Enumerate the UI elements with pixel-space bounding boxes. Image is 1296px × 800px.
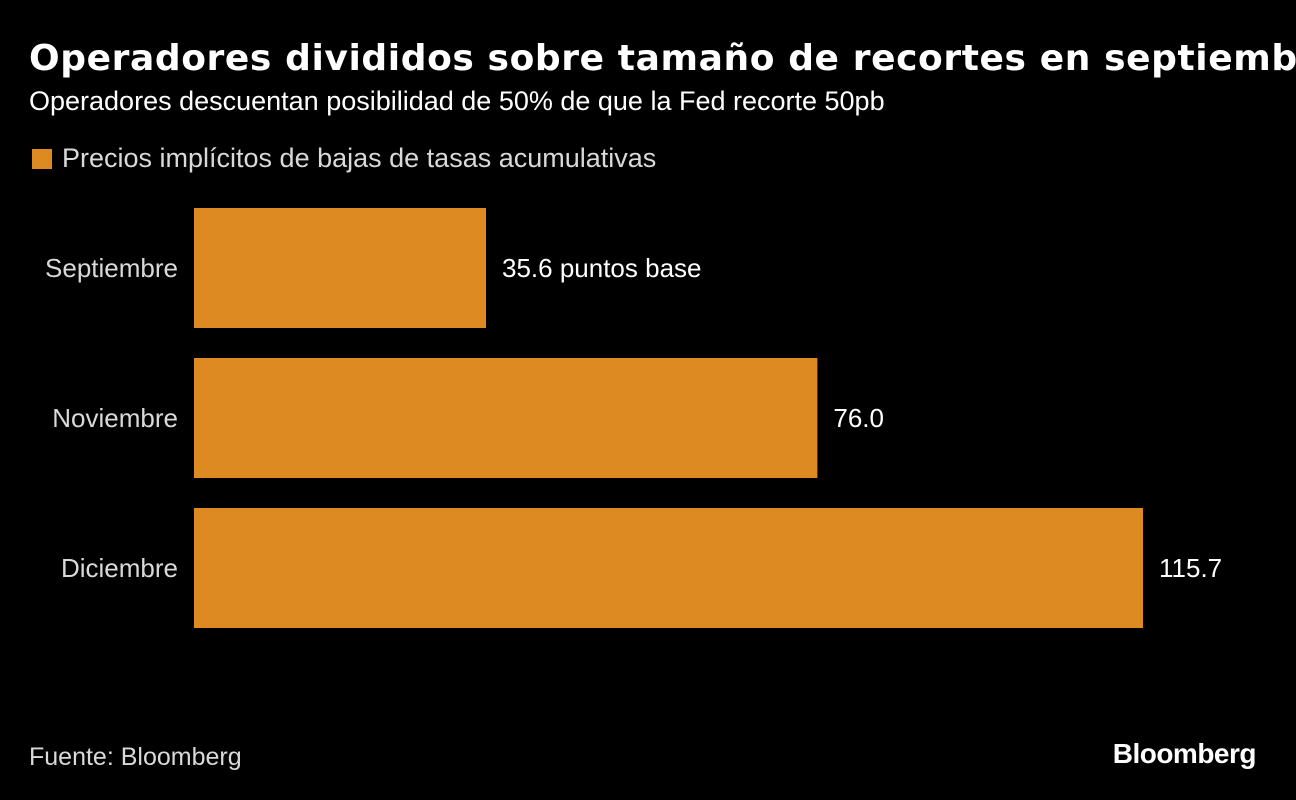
source-note: Fuente: Bloomberg [29, 743, 242, 771]
bar-noviembre [194, 358, 818, 478]
data-label: 115.7 [1159, 553, 1222, 583]
bar-septiembre [194, 208, 486, 328]
chart-subtitle: Operadores descuentan posibilidad de 50%… [29, 86, 885, 116]
data-label: 35.6 puntos base [502, 253, 702, 283]
category-label: Noviembre [52, 403, 178, 433]
chart-title: Operadores divididos sobre tamaño de rec… [29, 38, 1296, 79]
legend-label: Precios implícitos de bajas de tasas acu… [62, 143, 657, 173]
bloomberg-logo: Bloomberg [1112, 738, 1257, 769]
legend-swatch [32, 148, 52, 169]
legend: Precios implícitos de bajas de tasas acu… [32, 143, 656, 174]
bar-diciembre [194, 508, 1143, 628]
category-label: Diciembre [61, 553, 178, 583]
data-label: 76.0 [833, 403, 884, 433]
category-label: Septiembre [45, 253, 178, 283]
